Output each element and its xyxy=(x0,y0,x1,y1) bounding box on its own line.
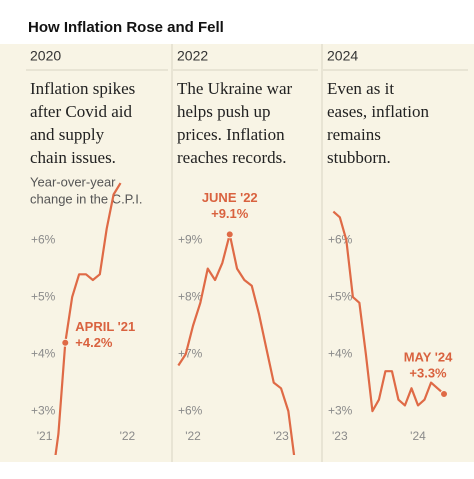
y-axis-label: change in the C.P.I. xyxy=(30,191,143,206)
x-tick-label: '23 xyxy=(273,429,289,443)
annotation: APRIL '21 xyxy=(75,319,135,334)
description: chain issues. xyxy=(30,148,116,167)
description: reaches records. xyxy=(177,148,287,167)
x-tick-label: '23 xyxy=(332,429,348,443)
y-tick-label: +4% xyxy=(328,346,353,360)
x-tick-label: '24 xyxy=(410,429,426,443)
y-tick-label: +6% xyxy=(328,232,353,246)
y-tick-label: +3% xyxy=(328,403,353,417)
y-tick-label: +6% xyxy=(178,403,203,417)
x-tick-label: '21 xyxy=(37,429,53,443)
y-tick-label: +4% xyxy=(31,346,56,360)
highlight-dot xyxy=(440,390,449,399)
chart-title: How Inflation Rose and Fell xyxy=(28,19,224,36)
y-tick-label: +9% xyxy=(178,232,203,246)
highlight-dot xyxy=(225,230,234,239)
description: stubborn. xyxy=(327,148,391,167)
description: Even as it xyxy=(327,79,394,98)
y-tick-label: +3% xyxy=(31,403,56,417)
annotation: MAY '24 xyxy=(404,349,453,364)
y-tick-label: +6% xyxy=(31,232,56,246)
description: eases, inflation xyxy=(327,102,429,121)
panel-background xyxy=(0,44,474,462)
highlight-dot xyxy=(61,338,70,347)
value-label: +3.3% xyxy=(409,365,447,380)
panel-header: 2022 xyxy=(177,48,208,64)
x-tick-label: '22 xyxy=(120,429,136,443)
description: and supply xyxy=(30,125,105,144)
description: The Ukraine war xyxy=(177,79,293,98)
description: remains xyxy=(327,125,381,144)
description: Inflation spikes xyxy=(30,79,135,98)
line xyxy=(177,233,296,455)
panel-header: 2020 xyxy=(30,48,61,64)
value-label: +9.1% xyxy=(211,206,249,221)
annotation: JUNE '22 xyxy=(202,190,258,205)
x-tick-label: '22 xyxy=(185,429,201,443)
line xyxy=(332,210,445,413)
description: prices. Inflation xyxy=(177,125,285,144)
y-tick-label: +5% xyxy=(328,289,353,303)
y-tick-label: +8% xyxy=(178,289,203,303)
description: after Covid aid xyxy=(30,102,132,121)
panel-header: 2024 xyxy=(327,48,358,64)
description: helps push up xyxy=(177,102,271,121)
line xyxy=(54,182,122,455)
y-axis-label: Year-over-year xyxy=(30,174,116,189)
y-tick-label: +5% xyxy=(31,289,56,303)
value-label: +4.2% xyxy=(75,335,113,350)
y-tick-label: +7% xyxy=(178,346,203,360)
